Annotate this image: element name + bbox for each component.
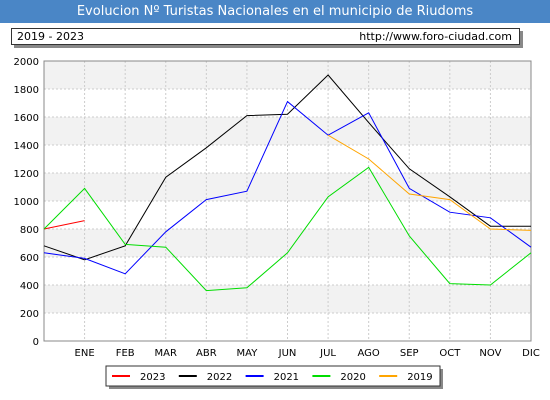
grid-lines [44,60,532,342]
x-tick-label: SEP [400,348,419,359]
y-tick-label: 200 [20,309,39,320]
x-tick-label: NOV [479,348,501,359]
legend-label: 2019 [407,372,432,383]
series-line-2021 [43,100,532,275]
y-axis-ticks: 0 200 400 600 800 1000 1200 1400 1600 1800 2000 [14,57,39,348]
y-tick-label: 600 [20,253,39,264]
x-axis-ticks: ENE FEB MAR ABR MAY JUN JUL AGO SEP OCT NOV DIC [75,348,540,359]
y-tick-label: 400 [20,281,39,292]
plot-area [43,60,532,342]
info-bar: 2019 - 2023 http://www.foro-ciudad.com [11,28,520,45]
x-tick-label: MAR [155,348,177,359]
series-lines [43,74,532,292]
series-line-2022 [43,74,531,261]
x-tick-label: DIC [522,348,540,359]
x-tick-label: AGO [358,348,380,359]
y-tick-label: 1600 [14,113,39,124]
series-line-2019 [327,134,532,231]
chart-title: Evolucion Nº Turistas Nacionales en el m… [0,0,550,23]
legend-box [105,365,441,387]
series-line-2023 [43,220,85,230]
y-tick-label: 1000 [14,197,39,208]
legend-label: 2020 [340,372,365,383]
x-tick-label: OCT [439,348,461,359]
y-tick-label: 0 [33,337,39,348]
y-tick-label: 1200 [14,169,39,180]
y-tick-label: 1800 [14,85,39,96]
source-url[interactable]: http://www.foro-ciudad.com [359,30,512,43]
year-range: 2019 - 2023 [17,30,84,43]
x-tick-label: ENE [75,348,95,359]
legend: 2023 2022 2021 2020 2019 [105,365,443,389]
y-tick-label: 800 [20,225,39,236]
series-line-2020 [43,166,532,292]
y-tick-label: 2000 [14,57,39,68]
legend-label: 2022 [207,372,232,383]
x-tick-label: FEB [116,348,135,359]
y-tick-label: 1400 [14,141,39,152]
x-tick-label: ABR [196,348,217,359]
x-tick-label: JUL [319,348,336,359]
x-tick-label: JUN [278,348,297,359]
legend-label: 2021 [274,372,299,383]
x-tick-label: MAY [237,348,259,359]
legend-label: 2023 [140,372,165,383]
